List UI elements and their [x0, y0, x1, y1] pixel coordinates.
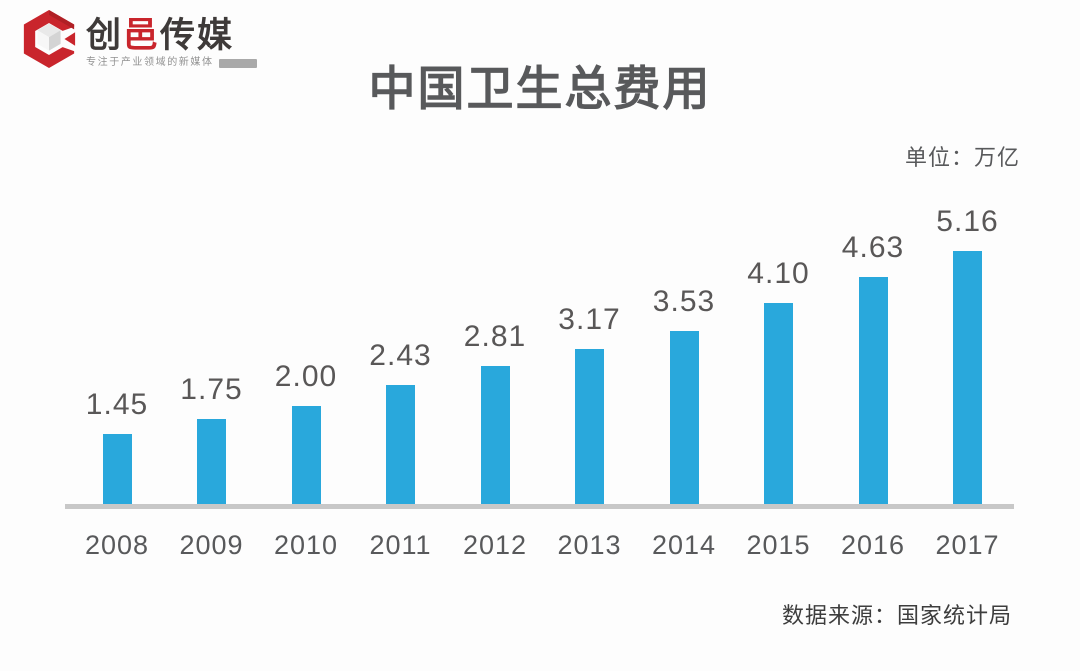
bar-group: 1.45 — [70, 387, 164, 505]
bar-value-label: 5.16 — [936, 204, 999, 238]
bar-group: 3.17 — [543, 302, 637, 505]
x-axis-label: 2010 — [273, 530, 339, 560]
brand-name-part2: 邑 — [123, 16, 161, 55]
x-axis-label: 2016 — [840, 530, 906, 560]
brand-logo: 创邑传媒 专注于产业领域的新媒体 — [20, 8, 257, 70]
bar — [953, 250, 982, 505]
bar-value-label: 3.53 — [652, 284, 716, 318]
brand-name-part3: 传媒 — [160, 16, 235, 55]
bar — [291, 406, 321, 505]
bar-group: 5.16 — [921, 204, 1015, 505]
bar-group: 4.63 — [826, 230, 920, 505]
bar-group: 3.53 — [637, 284, 731, 505]
x-axis-label: 2013 — [557, 530, 622, 560]
bar — [858, 276, 888, 505]
bar-group: 4.10 — [732, 256, 826, 505]
bar-value-label: 1.45 — [85, 387, 149, 421]
tagline-badge — [218, 58, 257, 68]
bar — [197, 418, 226, 505]
bar — [575, 348, 604, 505]
brand-hexagon-cube-icon — [23, 10, 78, 68]
x-axis-label: 2008 — [84, 530, 150, 560]
bar — [386, 385, 415, 505]
x-axis-label: 2014 — [651, 530, 717, 560]
bar-value-label: 4.63 — [841, 230, 905, 264]
bar-group: 1.75 — [165, 372, 259, 505]
x-axis-label: 2017 — [935, 530, 1000, 560]
bar-value-label: 1.75 — [180, 372, 243, 406]
bar-group: 2.43 — [354, 341, 448, 505]
x-axis-labels: 2008 2009 2010 2011 2012 2013 2014 2015 2016 2017 — [0, 532, 1080, 566]
bar-value-label: 2.81 — [463, 320, 527, 354]
brand-name-part1: 创 — [86, 16, 124, 55]
x-axis-label: 2015 — [746, 530, 811, 560]
brand-name: 创邑传媒 — [86, 18, 257, 53]
x-axis-label: 2009 — [179, 530, 244, 560]
bar — [102, 433, 132, 505]
bar-group: 2.81 — [448, 322, 542, 505]
bar — [480, 366, 510, 505]
plot-area: 1.45 1.75 2.00 2.43 2.81 3.17 3.53 4.10 4.63 5.16 — [0, 170, 1080, 505]
x-axis-label: 2011 — [369, 530, 432, 560]
bar-value-label: 2.43 — [369, 339, 432, 373]
bar-group: 2.00 — [259, 362, 353, 505]
brand-text-block: 创邑传媒 专注于产业领域的新媒体 — [86, 8, 257, 68]
bar — [669, 330, 699, 505]
bar — [764, 302, 793, 505]
bar-value-label: 3.17 — [558, 302, 621, 336]
bar-value-label: 2.00 — [274, 360, 338, 394]
bar-value-label: 4.10 — [747, 256, 810, 290]
x-axis-label: 2012 — [462, 530, 528, 560]
unit-label: 单位：万亿 — [904, 145, 1020, 170]
chart-title: 中国卫生总费用 — [368, 62, 712, 115]
brand-tagline: 专注于产业领域的新媒体 — [86, 57, 214, 68]
brand-tagline-row: 专注于产业领域的新媒体 — [86, 58, 257, 68]
x-axis-line — [65, 504, 1014, 509]
data-source: 数据来源：国家统计局 — [781, 603, 1012, 628]
